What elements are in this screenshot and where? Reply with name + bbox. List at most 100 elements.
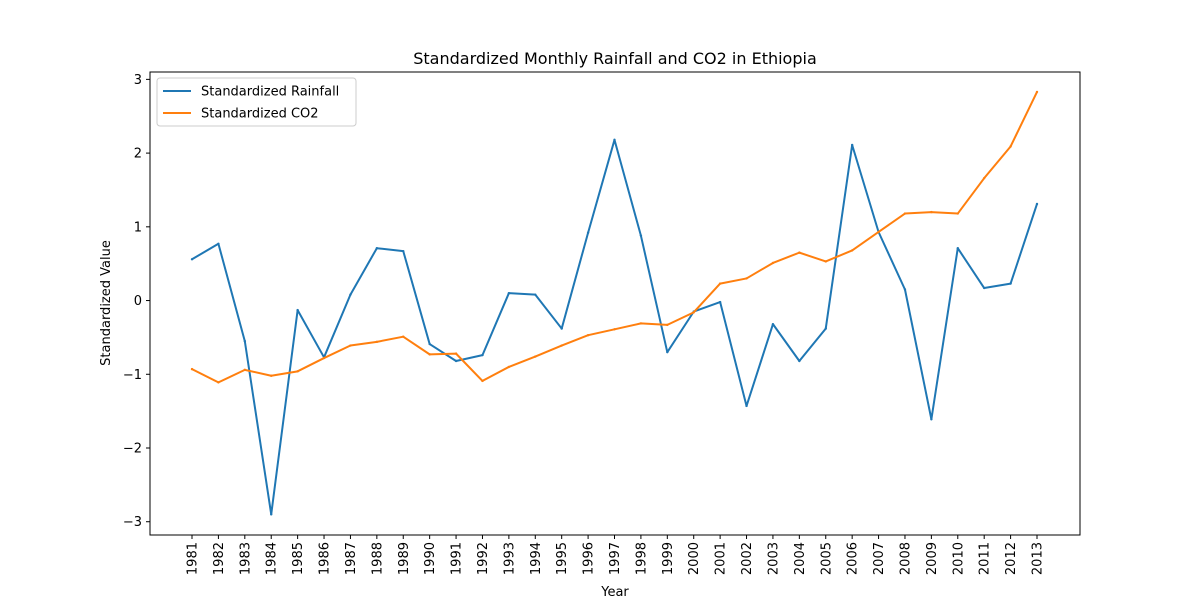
legend: Standardized Rainfall Standardized CO2	[156, 77, 357, 127]
data-point	[930, 210, 933, 214]
data-point	[982, 286, 986, 290]
x-tick-label: 2007	[872, 542, 887, 575]
series-line-0	[191, 138, 1038, 516]
x-tick-label: 2009	[925, 542, 940, 575]
data-point	[270, 374, 273, 377]
y-tick-label: 2	[134, 147, 142, 162]
x-tick-label: 1998	[634, 542, 649, 575]
data-point	[771, 261, 775, 265]
data-point	[481, 353, 484, 357]
x-tick-label: 2010	[951, 542, 966, 575]
data-point	[296, 370, 299, 373]
legend-label: Standardized Rainfall	[201, 85, 339, 100]
x-tick-label: 1989	[397, 542, 412, 575]
data-point	[534, 355, 537, 358]
x-tick-label: 1992	[476, 542, 491, 575]
data-point	[481, 379, 484, 383]
data-point	[217, 242, 220, 245]
data-point	[428, 353, 431, 356]
data-point	[718, 282, 722, 285]
x-tick-label: 1984	[265, 542, 280, 575]
data-point	[243, 368, 247, 372]
data-point	[613, 138, 616, 142]
data-point	[877, 230, 880, 234]
x-tick-label: 2000	[687, 542, 702, 575]
data-point	[190, 258, 194, 261]
y-tick-label: 0	[134, 294, 142, 309]
data-point	[639, 234, 643, 237]
x-tick-label: 1994	[529, 542, 544, 575]
data-point	[349, 293, 352, 296]
data-point	[190, 367, 194, 371]
x-tick-label: 1996	[582, 542, 597, 575]
x-tick-label: 1988	[370, 542, 385, 575]
x-tick-label: 2005	[819, 542, 834, 575]
data-point	[639, 322, 643, 325]
x-tick-label: 2012	[1004, 542, 1019, 575]
x-tick-label: 1981	[186, 542, 201, 575]
data-point	[1035, 202, 1039, 206]
x-tick-label: 1985	[291, 542, 306, 575]
data-point	[850, 249, 854, 252]
x-tick-label: 1983	[238, 542, 253, 575]
data-point	[798, 359, 801, 363]
data-point	[903, 288, 907, 291]
data-point	[1035, 90, 1039, 94]
data-point	[613, 328, 616, 331]
x-tick-label: 1995	[555, 542, 570, 575]
x-tick-label: 1990	[423, 542, 438, 575]
data-point	[903, 212, 907, 215]
data-point	[930, 418, 933, 421]
data-point	[560, 327, 563, 330]
x-tick-label: 1993	[502, 542, 517, 575]
plot-area: −3 −2 −1 0 1 2 3 1981 1982 1983 1984 1985 1986 1987 19…	[123, 71, 1081, 575]
data-point	[270, 513, 273, 516]
data-point	[718, 300, 722, 304]
data-point	[666, 323, 669, 327]
x-axis-label: Year	[600, 585, 629, 600]
data-point	[956, 247, 959, 250]
data-point	[375, 247, 379, 250]
data-point	[745, 277, 748, 280]
x-tick-label: 1982	[212, 542, 227, 575]
data-point	[560, 344, 563, 347]
series-line-1	[191, 91, 1038, 384]
y-tick-label: −2	[123, 442, 142, 457]
data-point	[375, 340, 379, 344]
data-point	[402, 249, 405, 253]
data-point	[798, 251, 801, 254]
data-point	[824, 260, 827, 263]
data-point	[982, 176, 986, 180]
data-point	[296, 308, 299, 312]
data-point	[349, 344, 352, 347]
y-tick-label: −1	[123, 368, 142, 383]
y-tick-label: 1	[134, 220, 142, 235]
chart-title: Standardized Monthly Rainfall and CO2 in…	[413, 49, 817, 68]
x-tick-label: 2002	[740, 542, 755, 575]
data-point	[243, 339, 247, 343]
data-point	[322, 356, 326, 360]
x-tick-label: 2003	[766, 542, 781, 575]
data-point	[1009, 145, 1012, 148]
data-point	[454, 359, 458, 363]
x-tick-label: 1987	[344, 542, 359, 575]
y-tick-label: 3	[134, 73, 142, 88]
data-point	[586, 334, 590, 337]
data-point	[586, 231, 590, 234]
data-point	[402, 335, 405, 338]
y-tick-label: −3	[123, 515, 142, 530]
data-point	[850, 143, 854, 147]
legend-label: Standardized CO2	[201, 107, 319, 122]
x-tick-label: 2008	[898, 542, 913, 575]
data-point	[745, 404, 748, 408]
data-point	[507, 291, 511, 295]
x-tick-label: 2013	[1031, 542, 1046, 575]
x-tick-label: 1991	[450, 542, 465, 575]
data-point	[217, 381, 220, 384]
data-point	[507, 365, 511, 369]
x-tick-label: 1997	[608, 542, 623, 575]
y-axis-label: Standardized Value	[99, 240, 114, 366]
data-point	[824, 327, 827, 330]
